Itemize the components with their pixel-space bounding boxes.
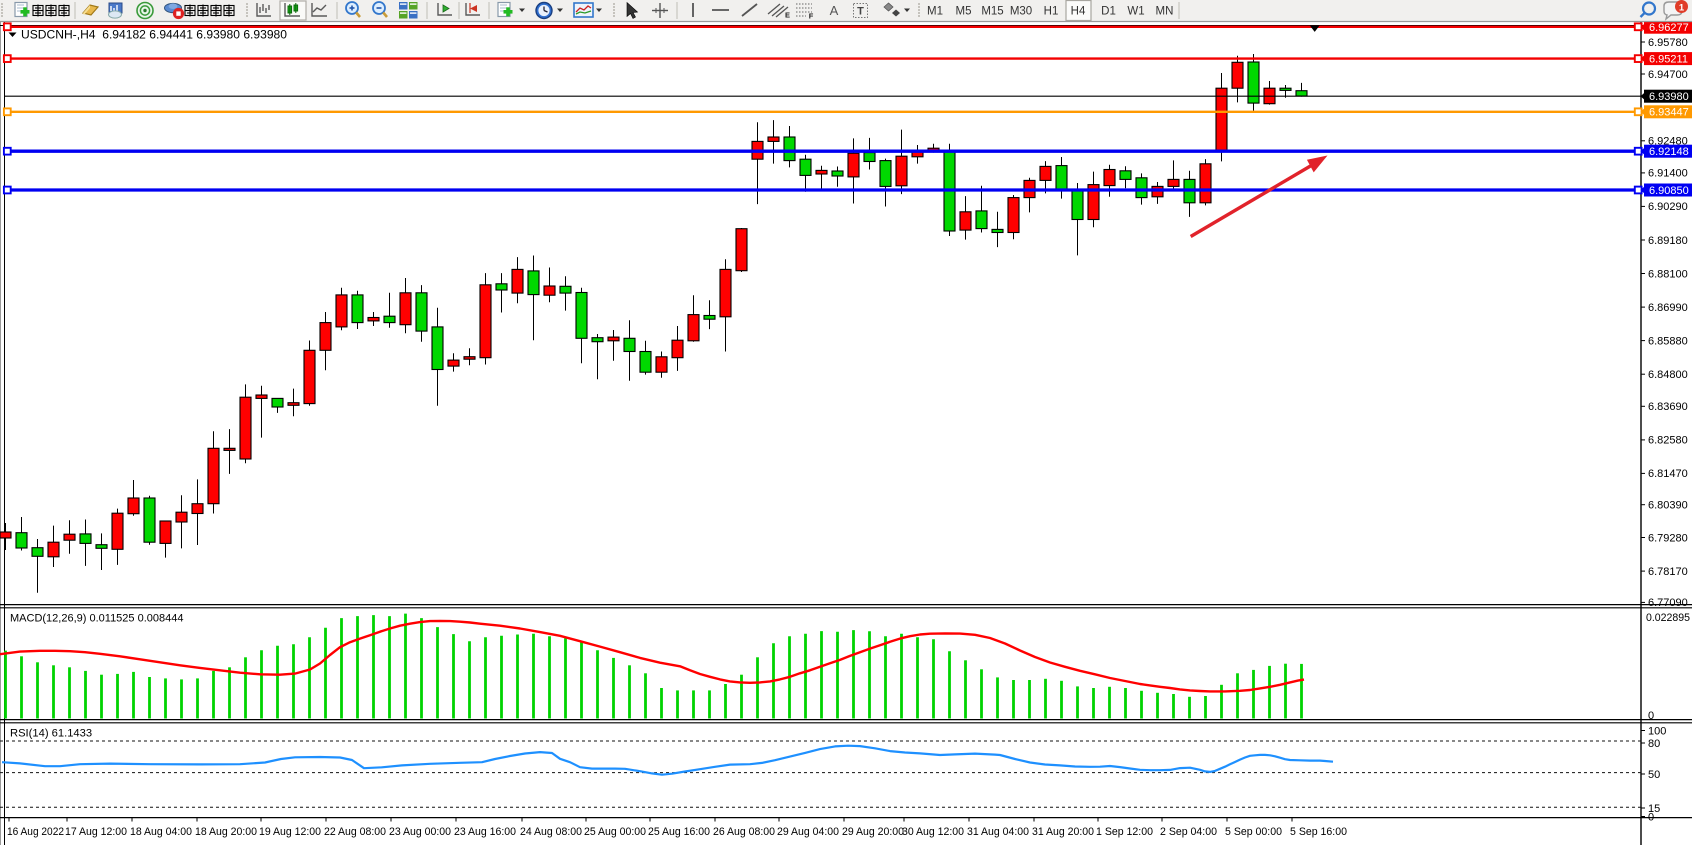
svg-text:MN: MN [1156,6,1174,18]
svg-text:6.88100: 6.88100 [1648,268,1688,280]
svg-text:6.95211: 6.95211 [1649,53,1688,65]
svg-text:H4: H4 [1071,6,1086,18]
svg-text:15: 15 [1648,803,1660,815]
svg-text:25 Aug 16:00: 25 Aug 16:00 [648,826,710,838]
svg-text:A: A [830,3,839,18]
svg-text:6.92480: 6.92480 [1648,136,1688,148]
svg-text:6.91400: 6.91400 [1648,168,1688,180]
svg-text:6.93980: 6.93980 [1649,91,1689,103]
svg-text:25 Aug 00:00: 25 Aug 00:00 [584,826,646,838]
svg-text:22 Aug 08:00: 22 Aug 08:00 [324,826,386,838]
svg-text:6.90850: 6.90850 [1649,185,1689,197]
svg-text:5 Sep 16:00: 5 Sep 16:00 [1290,826,1347,838]
svg-text:16 Aug 2022: 16 Aug 2022 [7,826,64,838]
svg-text:6.90290: 6.90290 [1648,201,1688,213]
svg-text:2 Sep 04:00: 2 Sep 04:00 [1160,826,1217,838]
svg-text:6.95780: 6.95780 [1648,37,1688,49]
svg-text:6.84800: 6.84800 [1648,369,1688,381]
svg-text:1 Sep 12:00: 1 Sep 12:00 [1096,826,1153,838]
svg-text:6.77090: 6.77090 [1648,597,1688,609]
svg-text:18 Aug 04:00: 18 Aug 04:00 [130,826,192,838]
svg-text:31 Aug 04:00: 31 Aug 04:00 [967,826,1029,838]
svg-text:6.96277: 6.96277 [1649,22,1689,34]
svg-text:18 Aug 20:00: 18 Aug 20:00 [195,826,257,838]
svg-text:29 Aug 20:00: 29 Aug 20:00 [842,826,904,838]
svg-text:MACD(12,26,9) 0.011525 0.00844: MACD(12,26,9) 0.011525 0.008444 [10,613,183,625]
svg-text:17 Aug 12:00: 17 Aug 12:00 [65,826,127,838]
svg-text:6.80390: 6.80390 [1648,500,1688,512]
svg-text:6.86990: 6.86990 [1648,302,1688,314]
svg-text:M1: M1 [927,6,943,18]
svg-text:100: 100 [1648,725,1666,737]
svg-text:6.83690: 6.83690 [1648,401,1688,413]
svg-text:T: T [857,6,864,18]
svg-text:M5: M5 [956,6,972,18]
svg-text:19 Aug 12:00: 19 Aug 12:00 [259,826,321,838]
svg-text:23 Aug 16:00: 23 Aug 16:00 [454,826,516,838]
svg-text:E: E [785,11,790,20]
svg-text:6.79280: 6.79280 [1648,532,1688,544]
svg-text:5 Sep 00:00: 5 Sep 00:00 [1225,826,1282,838]
svg-text:6.85880: 6.85880 [1648,335,1688,347]
svg-text:1: 1 [1679,3,1685,14]
svg-text:M30: M30 [1010,6,1032,18]
svg-text:6.82580: 6.82580 [1648,435,1688,447]
svg-text:D1: D1 [1101,6,1116,18]
svg-text:26 Aug 08:00: 26 Aug 08:00 [713,826,775,838]
svg-text:USDCNH-,H4 6.94182 6.94441 6.: USDCNH-,H4 6.94182 6.94441 6.93980 6.939… [21,30,287,42]
svg-text:6.81470: 6.81470 [1648,468,1688,480]
svg-text:0: 0 [1648,811,1654,823]
svg-text:6.94700: 6.94700 [1648,69,1688,81]
svg-text:23 Aug 00:00: 23 Aug 00:00 [389,826,451,838]
svg-text:0.022895: 0.022895 [1646,612,1690,624]
svg-text:6.78170: 6.78170 [1648,566,1688,578]
svg-text:6.93447: 6.93447 [1649,107,1689,119]
svg-text:80: 80 [1648,738,1660,750]
svg-text:W1: W1 [1127,6,1144,18]
svg-text:30 Aug 12:00: 30 Aug 12:00 [902,826,964,838]
svg-text:24 Aug 08:00: 24 Aug 08:00 [520,826,582,838]
svg-text:6.92148: 6.92148 [1649,146,1689,158]
svg-text:6.89180: 6.89180 [1648,235,1688,247]
svg-text:0: 0 [1648,710,1654,722]
svg-text:F: F [809,12,814,21]
svg-text:H1: H1 [1044,6,1059,18]
svg-text:RSI(14) 61.1433: RSI(14) 61.1433 [10,728,92,740]
svg-text:31 Aug 20:00: 31 Aug 20:00 [1032,826,1094,838]
svg-text:50: 50 [1648,769,1660,781]
svg-text:M15: M15 [981,6,1003,18]
svg-text:29 Aug 04:00: 29 Aug 04:00 [777,826,839,838]
